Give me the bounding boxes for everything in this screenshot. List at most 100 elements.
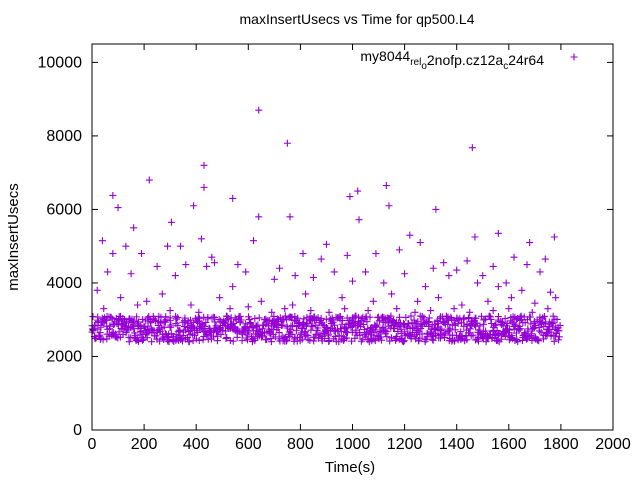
data-point	[549, 312, 557, 320]
data-point	[418, 312, 426, 320]
data-point	[526, 239, 534, 247]
data-point	[255, 213, 263, 221]
data-point	[356, 331, 364, 339]
data-point	[276, 264, 284, 272]
y-tick-label: 2000	[46, 348, 82, 365]
data-point	[123, 327, 131, 335]
data-point	[463, 257, 471, 265]
data-point	[497, 335, 505, 343]
data-point	[143, 297, 151, 305]
data-point	[200, 183, 208, 191]
data-point	[244, 303, 252, 311]
data-point	[377, 336, 385, 344]
data-point	[555, 327, 563, 335]
legend-label-part: 2nofp.cz12a	[427, 52, 503, 68]
data-point	[251, 315, 259, 323]
data-point	[380, 279, 388, 287]
data-point	[195, 336, 203, 344]
data-point	[130, 224, 138, 232]
data-point	[458, 333, 466, 341]
data-point	[244, 329, 252, 337]
data-point	[283, 336, 291, 344]
data-point	[114, 204, 122, 212]
data-point	[324, 330, 332, 338]
data-point	[354, 187, 362, 195]
data-point	[295, 322, 303, 330]
data-point	[475, 326, 483, 334]
data-point	[550, 233, 558, 241]
data-point	[209, 333, 217, 341]
data-point	[167, 218, 175, 226]
y-tick-label: 8000	[46, 128, 82, 145]
data-point	[321, 334, 329, 342]
data-point	[247, 319, 255, 327]
data-point	[160, 323, 168, 331]
data-point	[459, 315, 467, 323]
data-point	[413, 329, 421, 337]
data-point	[179, 331, 187, 339]
data-point	[325, 337, 333, 345]
data-point	[273, 315, 281, 323]
series-layer	[88, 106, 564, 346]
data-point	[268, 308, 276, 316]
data-point	[479, 272, 487, 280]
data-point	[509, 313, 517, 321]
data-point	[167, 321, 175, 329]
data-point	[376, 327, 384, 335]
data-point	[338, 317, 346, 325]
data-point	[516, 325, 524, 333]
data-point	[109, 250, 117, 258]
data-point	[336, 312, 344, 320]
data-point	[263, 335, 271, 343]
data-point	[407, 312, 415, 320]
data-point	[532, 322, 540, 330]
data-point	[166, 314, 174, 322]
data-point	[302, 331, 310, 339]
data-point	[137, 250, 145, 258]
legend-marker	[570, 53, 578, 61]
data-point	[300, 315, 308, 323]
data-point	[221, 319, 229, 327]
data-point	[307, 307, 315, 315]
data-point	[317, 314, 325, 322]
data-point	[458, 301, 466, 309]
data-point	[238, 337, 246, 345]
data-point	[343, 251, 351, 259]
data-point	[411, 308, 419, 316]
data-point	[519, 333, 527, 341]
data-point	[234, 261, 242, 269]
data-point	[489, 262, 497, 270]
data-point	[96, 329, 104, 337]
data-point	[383, 333, 391, 341]
data-point	[109, 191, 117, 199]
data-point	[457, 328, 465, 336]
data-point	[242, 324, 250, 332]
data-point	[272, 319, 280, 327]
data-point	[405, 320, 413, 328]
data-point	[158, 290, 166, 298]
data-point	[311, 333, 319, 341]
legend-label: my8044relo2nofp.cz12ac24r64	[360, 48, 544, 72]
data-point	[174, 314, 182, 322]
data-point	[174, 321, 182, 329]
data-point	[507, 294, 515, 302]
data-point	[445, 272, 453, 280]
data-point	[89, 326, 97, 334]
data-point	[191, 331, 199, 339]
data-point	[341, 305, 349, 313]
data-point	[162, 313, 170, 321]
data-point	[299, 250, 307, 258]
data-point	[440, 259, 448, 267]
x-tick-label: 600	[235, 436, 262, 453]
data-point	[434, 294, 442, 302]
data-point	[164, 242, 172, 250]
data-point	[307, 326, 315, 334]
data-point	[531, 299, 539, 307]
data-point	[104, 268, 112, 276]
data-point	[390, 325, 398, 333]
legend-marker-plus	[570, 53, 578, 61]
data-point	[187, 301, 195, 309]
data-point	[93, 286, 101, 294]
data-point	[331, 321, 339, 329]
data-point	[242, 268, 250, 276]
